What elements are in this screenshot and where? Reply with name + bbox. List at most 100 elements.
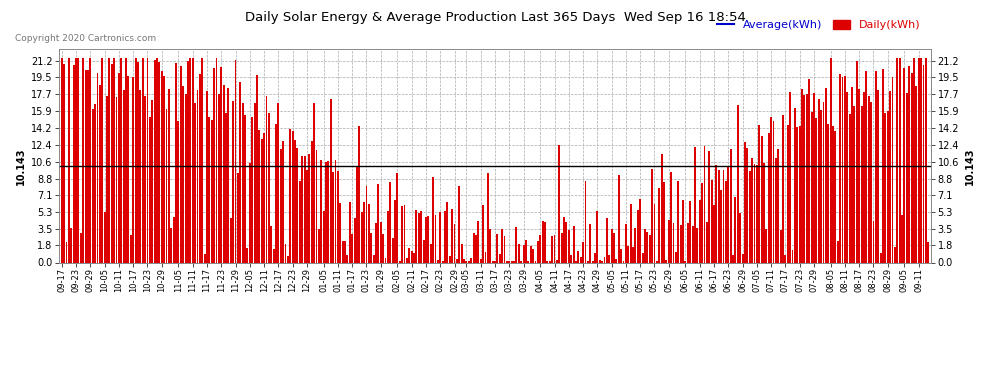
Bar	[477, 221, 479, 262]
Bar	[735, 197, 737, 262]
Bar	[851, 87, 853, 262]
Bar	[828, 124, 830, 262]
Bar	[342, 242, 344, 262]
Bar	[482, 205, 484, 262]
Bar	[263, 132, 265, 262]
Bar	[620, 249, 622, 262]
Bar	[506, 261, 508, 262]
Bar	[348, 202, 350, 262]
Bar	[742, 254, 743, 262]
Bar	[723, 170, 725, 262]
Bar	[333, 171, 334, 262]
Bar	[328, 162, 330, 262]
Bar	[642, 254, 644, 262]
Bar	[918, 58, 920, 262]
Bar	[720, 190, 722, 262]
Bar	[553, 235, 555, 262]
Bar	[470, 258, 472, 262]
Bar	[653, 204, 655, 262]
Bar	[777, 149, 779, 262]
Bar	[206, 91, 208, 262]
Bar	[494, 261, 496, 262]
Bar	[430, 244, 432, 262]
Bar	[684, 261, 686, 262]
Bar	[292, 131, 294, 262]
Bar	[235, 60, 237, 262]
Bar	[632, 247, 634, 262]
Bar	[360, 212, 362, 262]
Bar	[351, 234, 353, 262]
Bar	[870, 102, 872, 262]
Bar	[613, 233, 615, 262]
Bar	[240, 82, 242, 262]
Bar	[330, 99, 332, 262]
Bar	[313, 103, 315, 262]
Bar	[213, 68, 215, 262]
Bar	[663, 182, 665, 262]
Bar	[670, 172, 672, 262]
Bar	[148, 117, 150, 262]
Bar	[577, 251, 579, 262]
Bar	[558, 146, 560, 262]
Bar	[665, 260, 667, 262]
Bar	[646, 232, 648, 262]
Bar	[689, 201, 691, 262]
Bar	[296, 148, 298, 262]
Bar	[99, 85, 101, 262]
Bar	[648, 235, 650, 262]
Bar	[340, 202, 342, 262]
Bar	[280, 149, 282, 262]
Bar	[209, 117, 210, 262]
Bar	[656, 261, 657, 262]
Bar	[97, 73, 98, 262]
Bar	[528, 261, 530, 262]
Bar	[192, 58, 194, 262]
Bar	[508, 261, 510, 262]
Bar	[877, 90, 879, 262]
Bar	[228, 88, 230, 262]
Bar	[72, 65, 74, 262]
Bar	[784, 255, 786, 262]
Bar	[316, 150, 318, 262]
Bar	[68, 58, 70, 262]
Bar	[70, 228, 72, 262]
Bar	[446, 202, 448, 262]
Bar	[408, 248, 410, 262]
Bar	[104, 212, 106, 262]
Bar	[128, 76, 130, 262]
Bar	[140, 90, 142, 262]
Bar	[221, 67, 222, 262]
Bar	[142, 58, 144, 262]
Bar	[572, 226, 574, 262]
Bar	[245, 115, 247, 262]
Bar	[321, 160, 322, 262]
Bar	[746, 148, 748, 262]
Bar	[843, 76, 845, 262]
Bar	[411, 251, 413, 262]
Bar	[428, 216, 430, 262]
Bar	[575, 261, 577, 262]
Bar	[858, 89, 860, 262]
Bar	[413, 252, 415, 262]
Bar	[158, 62, 160, 262]
Bar	[116, 97, 118, 262]
Bar	[901, 215, 903, 262]
Bar	[258, 130, 260, 262]
Text: 10.143: 10.143	[16, 147, 26, 185]
Bar	[145, 96, 147, 262]
Bar	[660, 154, 662, 262]
Bar	[163, 76, 165, 262]
Bar	[199, 74, 201, 262]
Bar	[287, 256, 289, 262]
Bar	[594, 253, 596, 262]
Bar	[687, 223, 689, 262]
Bar	[789, 92, 791, 262]
Bar	[516, 227, 518, 262]
Bar	[906, 93, 908, 262]
Bar	[635, 228, 637, 262]
Bar	[758, 124, 760, 262]
Bar	[289, 129, 291, 262]
Bar	[837, 241, 839, 262]
Bar	[868, 96, 869, 262]
Bar	[696, 228, 698, 262]
